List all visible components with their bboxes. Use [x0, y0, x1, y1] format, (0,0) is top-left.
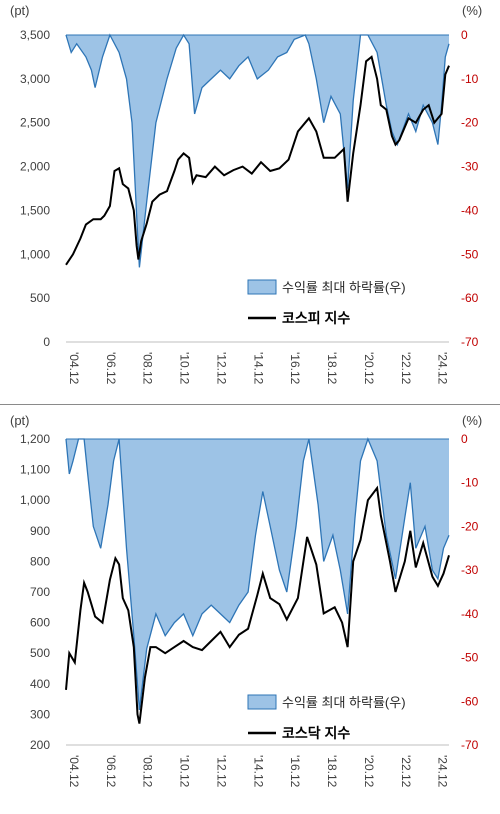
x-tick-label: '04.12	[67, 352, 81, 385]
x-tick-label: '12.12	[214, 755, 228, 788]
chart-svg: (pt) (%) 0 500 1,000 1,500 2,000 2,500 3,000 3,50…	[10, 3, 482, 385]
y-left-tick-label: 400	[30, 677, 50, 691]
chart-svg: (pt) (%) 200 300 400 500 600 700 800 900 1,000 1,10…	[10, 413, 482, 788]
legend-area-swatch	[247, 279, 277, 295]
x-tick-label: '10.12	[178, 755, 192, 788]
y-right-tick-label: -50	[461, 651, 479, 665]
x-tick-label: '22.12	[399, 755, 413, 788]
y-left-tick-label: 1,100	[20, 463, 50, 477]
y-right-tick-label: -30	[461, 563, 479, 577]
x-tick-label: '24.12	[436, 755, 450, 788]
x-tick-label: '16.12	[288, 755, 302, 788]
x-tick-label: '08.12	[141, 352, 155, 385]
drawdown-area-outline	[65, 33, 450, 268]
y-left-tick-label: 3,000	[20, 72, 50, 86]
y-left-tick-label: 3,500	[20, 28, 50, 42]
y-left-tick-label: 600	[30, 616, 50, 630]
x-tick-label: '10.12	[178, 352, 192, 385]
legend-line-label: 코스닥 지수	[282, 725, 350, 741]
y-left-tick-label: 500	[30, 646, 50, 660]
y-right-tick-label: -10	[461, 476, 479, 490]
index-line	[65, 485, 450, 724]
x-tick-label: '24.12	[436, 352, 450, 385]
legend-area-label: 수익률 최대 하락률(우)	[282, 280, 406, 295]
y-right-tick-label: -70	[461, 335, 479, 349]
y-left-tick-label: 1,000	[20, 247, 50, 261]
x-tick-label: '14.12	[251, 352, 265, 385]
left-unit-label: (pt)	[10, 413, 30, 428]
y-right-tick-label: -20	[461, 519, 479, 533]
x-tick-label: '04.12	[67, 755, 81, 788]
x-tick-label: '12.12	[214, 352, 228, 385]
right-unit-label: (%)	[462, 413, 482, 428]
x-tick-label: '16.12	[288, 352, 302, 385]
y-left-tick-label: 700	[30, 585, 50, 599]
y-left-tick-label: 900	[30, 524, 50, 538]
x-tick-label: '18.12	[325, 755, 339, 788]
drawdown-area-outline	[65, 437, 450, 711]
x-tick-label: '08.12	[141, 755, 155, 788]
right-unit-label: (%)	[462, 3, 482, 18]
y-left-tick-label: 1,200	[20, 432, 50, 446]
y-left-tick-label: 2,500	[20, 116, 50, 130]
left-unit-label: (pt)	[10, 3, 30, 18]
y-right-tick-label: -50	[461, 247, 479, 261]
legend-area-swatch	[247, 694, 277, 710]
legend-area-label: 수익률 최대 하락률(우)	[282, 695, 406, 710]
y-right-tick-label: -40	[461, 203, 479, 217]
kosdaq-chart-panel: (pt) (%) 200 300 400 500 600 700 800 900 1,000 1,10…	[0, 404, 500, 809]
y-left-tick-label: 0	[43, 335, 50, 349]
y-right-tick-label: 0	[461, 432, 468, 446]
legend-line-label: 코스피 지수	[282, 310, 350, 326]
y-right-tick-label: -60	[461, 291, 479, 305]
drawdown-area	[66, 35, 449, 268]
y-left-tick-label: 800	[30, 554, 50, 568]
y-left-tick-label: 1,000	[20, 493, 50, 507]
y-right-tick-label: 0	[461, 28, 468, 42]
y-right-tick-label: -10	[461, 72, 479, 86]
y-left-tick-label: 200	[30, 738, 50, 752]
y-left-tick-label: 1,500	[20, 203, 50, 217]
x-tick-label: '20.12	[362, 755, 376, 788]
y-right-tick-label: -40	[461, 607, 479, 621]
y-left-tick-label: 500	[30, 291, 50, 305]
y-right-tick-label: -70	[461, 738, 479, 752]
y-left-tick-label: 300	[30, 707, 50, 721]
kospi-chart-panel: (pt) (%) 0 500 1,000 1,500 2,000 2,500 3,000 3,50…	[0, 0, 500, 404]
x-tick-label: '06.12	[104, 755, 118, 788]
y-right-tick-label: -60	[461, 694, 479, 708]
y-right-tick-label: -20	[461, 116, 479, 130]
x-tick-label: '06.12	[104, 352, 118, 385]
x-tick-label: '22.12	[399, 352, 413, 385]
x-tick-label: '20.12	[362, 352, 376, 385]
x-tick-label: '18.12	[325, 352, 339, 385]
y-left-tick-label: 2,000	[20, 160, 50, 174]
x-tick-label: '14.12	[251, 755, 265, 788]
y-right-tick-label: -30	[461, 160, 479, 174]
index-line	[65, 55, 450, 266]
drawdown-area	[66, 439, 449, 710]
